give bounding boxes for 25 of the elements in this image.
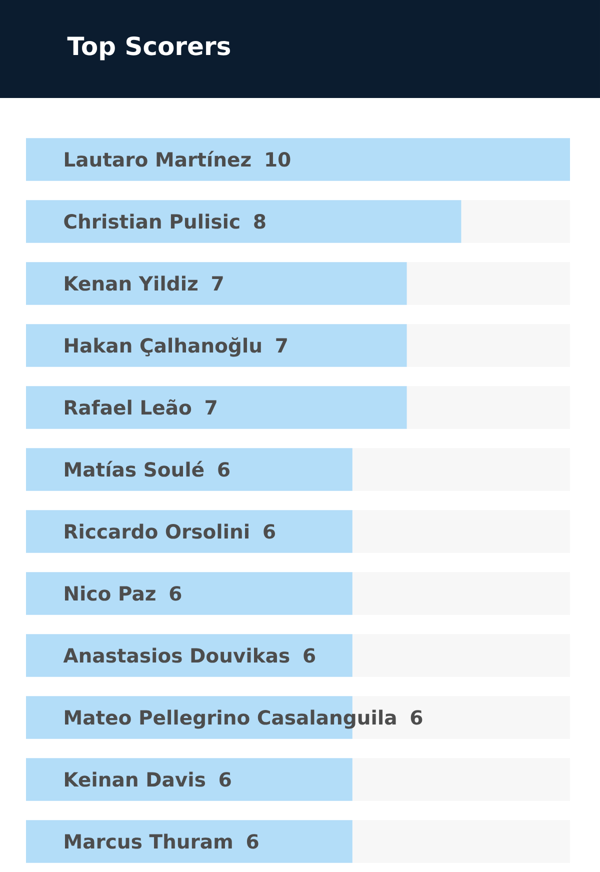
data-label: 6	[410, 710, 422, 725]
y-tick-label: Rafael Leão	[64, 399, 192, 415]
data-label: 6	[264, 524, 275, 539]
data-label: 8	[254, 214, 266, 229]
y-tick-label: Matías Soulé	[64, 460, 204, 477]
y-tick-label: Nico Paz	[64, 586, 156, 601]
y-tick-label: Lautaro Martínez	[64, 150, 251, 167]
data-label: 7	[276, 338, 287, 353]
data-label: 7	[212, 276, 223, 291]
y-tick-label: Mateo Pellegrino Casalanguila	[64, 710, 396, 729]
data-label: 6	[220, 772, 231, 787]
data-label: 7	[206, 400, 216, 415]
y-tick-label: Anastasios Douvikas	[63, 648, 290, 663]
data-label: 6	[170, 586, 182, 601]
y-tick-label: Hakan Çalhanoğlu	[64, 337, 261, 357]
y-tick-label: Keinan Davis	[64, 772, 206, 787]
chart-title: Top Scorers	[67, 36, 230, 60]
y-tick-label: Marcus Thuram	[64, 834, 232, 849]
data-label: 10	[266, 152, 290, 167]
y-tick-label: Kenan Yildiz	[64, 276, 198, 291]
data-label: 6	[304, 648, 316, 663]
y-tick-label: Riccardo Orsolini	[64, 524, 248, 539]
y-tick-label: Christian Pulisic	[64, 214, 240, 229]
data-label: 6	[218, 462, 230, 477]
data-label: 6	[246, 834, 258, 849]
